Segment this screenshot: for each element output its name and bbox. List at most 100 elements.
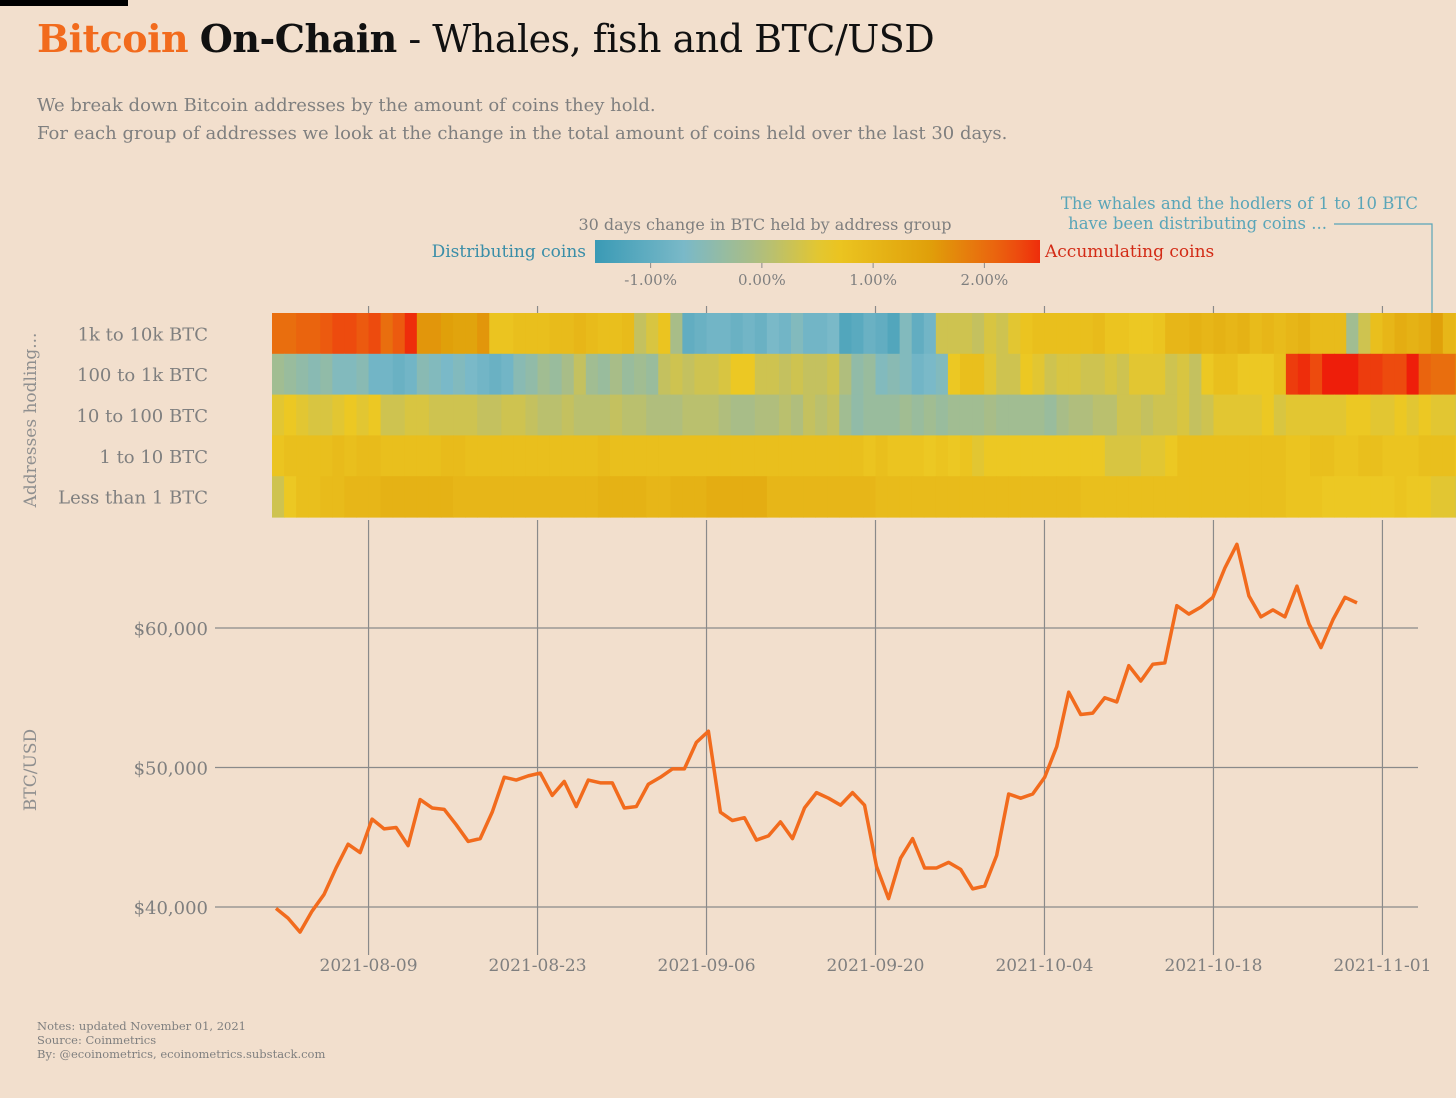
heatmap-cell (1297, 476, 1311, 518)
heatmap-cell (284, 313, 297, 355)
legend-tick-label: 2.00% (961, 271, 1009, 289)
heatmap-cell (839, 313, 852, 355)
heatmap-cell (622, 435, 635, 477)
heatmap-cell (1297, 353, 1311, 396)
heatmap-cell (947, 313, 961, 355)
heatmap-cell (1080, 476, 1094, 518)
heatmap-cell (1128, 313, 1142, 355)
heatmap-cell (923, 353, 937, 396)
heatmap-cell (815, 313, 828, 355)
heatmap-cell (1008, 353, 1021, 396)
heatmap-cell (332, 394, 346, 436)
heatmap-cell (923, 313, 937, 355)
heatmap-cell (682, 476, 696, 518)
heatmap-cell (935, 353, 949, 396)
heatmap-cell (947, 394, 961, 436)
heatmap-cell (1165, 476, 1178, 518)
heatmap-cell (1285, 394, 1299, 436)
heatmap-cell (670, 313, 683, 355)
heatmap-cell (392, 476, 406, 518)
heatmap-cell (392, 353, 406, 396)
heatmap-cell (923, 394, 937, 436)
heatmap-cell (911, 353, 925, 396)
heatmap-cell (646, 435, 659, 477)
heatmap-cell (634, 353, 647, 396)
heatmap-cell (1104, 435, 1118, 477)
heatmap-cell (356, 476, 370, 518)
heatmap-cell (380, 435, 394, 477)
heatmap-cell (887, 313, 901, 355)
heatmap-cell (959, 353, 973, 396)
heatmap-cell (1153, 353, 1166, 396)
heatmap-cell (778, 476, 792, 518)
heatmap-cell (477, 353, 490, 396)
heatmap-cell (1141, 353, 1154, 396)
heatmap-cell (573, 353, 587, 396)
heatmap-cell (863, 435, 877, 477)
heatmap-cell (742, 476, 756, 518)
heatmap-cell (320, 476, 333, 518)
heatmap-cell (525, 313, 539, 355)
heatmap-cell (1454, 313, 1456, 355)
heatmap-cell (1201, 435, 1215, 477)
heatmap-cell (1370, 394, 1384, 436)
heatmap-cell (477, 394, 490, 436)
legend-title: 30 days change in BTC held by address gr… (578, 215, 951, 234)
heatmap-cell (489, 435, 502, 477)
heatmap-cell (1141, 476, 1154, 518)
heatmap-cell (766, 435, 780, 477)
heatmap-cell (344, 353, 358, 396)
heatmap-cell (706, 353, 720, 396)
footer-notes: Notes: updated November 01, 2021 Source:… (37, 1019, 325, 1061)
subtitle-line-1: We break down Bitcoin addresses by the a… (37, 95, 656, 116)
heatmap-cell (622, 394, 635, 436)
heatmap-cell (1418, 476, 1432, 518)
heatmap-cell (1334, 476, 1347, 518)
heatmap-cell (1285, 476, 1299, 518)
heatmap-cell (1322, 476, 1335, 518)
heatmap-cell (791, 435, 804, 477)
heatmap-cell (766, 394, 780, 436)
y-tick-label: $50,000 (134, 759, 208, 780)
heatmap-cell (1225, 435, 1239, 477)
annotation: The whales and the hodlers of 1 to 10 BT… (1061, 194, 1433, 460)
heatmap-cell (368, 394, 382, 436)
heatmap-cell (1273, 394, 1287, 436)
heatmap-cell (1249, 313, 1263, 355)
heatmap-cell (1008, 435, 1021, 477)
heatmap-cell (1020, 435, 1034, 477)
heatmap-cell (609, 313, 623, 355)
heatmap-cell (537, 394, 551, 436)
heatmap-cell (730, 353, 744, 396)
heatmap-cell (899, 435, 913, 477)
heatmap-cell (1454, 394, 1456, 436)
heatmap-cell (561, 476, 575, 518)
heatmap-cell (839, 394, 852, 436)
heatmap-cell (609, 476, 623, 518)
heatmap-cell (1008, 313, 1021, 355)
heatmap-cell (1370, 313, 1384, 355)
heatmap-cell (1068, 435, 1082, 477)
heatmap-cell (1177, 313, 1190, 355)
heatmap-cell (1430, 353, 1444, 396)
heatmap-cell (1418, 394, 1432, 436)
heatmap-cell (947, 353, 961, 396)
heatmap-cell (923, 435, 937, 477)
heatmap-cell (851, 353, 865, 396)
heatmap-cell (863, 476, 877, 518)
heatmap-cell (465, 313, 478, 355)
heatmap-cell (272, 435, 285, 477)
heatmap-cell (1116, 313, 1130, 355)
heatmap-cell (984, 353, 997, 396)
heatmap-cell (465, 435, 478, 477)
title-topic: On-Chain (199, 16, 398, 61)
heatmap-cell (1394, 476, 1408, 518)
heatmap-cell (1213, 435, 1227, 477)
heatmap-cell (923, 476, 937, 518)
heatmap-cell (296, 353, 309, 396)
heatmap-cell (1225, 353, 1239, 396)
heatmap-cell (706, 435, 720, 477)
heatmap-cell (839, 476, 852, 518)
heatmap-cell (537, 435, 551, 477)
heatmap-cell (308, 353, 321, 396)
